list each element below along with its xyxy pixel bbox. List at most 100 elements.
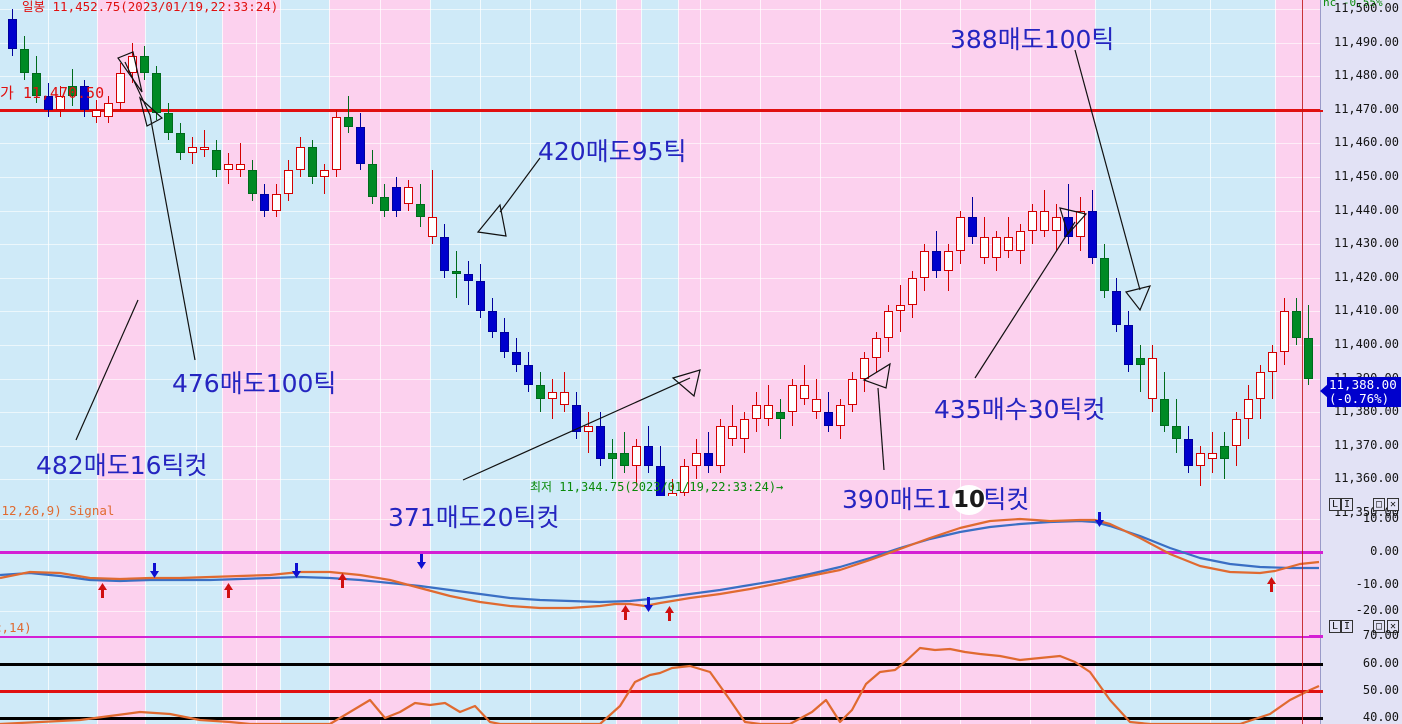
session-band — [678, 496, 1095, 636]
candle-body — [884, 311, 893, 339]
gridline-vertical — [760, 0, 761, 496]
rsi-pane-close-icon[interactable]: ✕ — [1386, 620, 1399, 633]
rsi-pane-left-buttons[interactable]: L I — [1329, 620, 1354, 633]
macd-panel[interactable] — [0, 496, 1320, 636]
gridline-vertical — [222, 496, 223, 636]
change-pct-cut: nc -0.55% — [1323, 0, 1383, 9]
rsi-pane-right-buttons[interactable]: □ ✕ — [1372, 620, 1399, 633]
candle-body — [656, 465, 665, 496]
candle-body — [1280, 311, 1289, 352]
candle-body — [440, 237, 449, 272]
candle-body — [1028, 210, 1037, 231]
gridline-vertical — [222, 0, 223, 496]
rsi-pane-I-button[interactable]: I — [1341, 620, 1354, 633]
price-axis-tick — [1309, 244, 1323, 246]
gridline-vertical — [430, 496, 431, 636]
macd-pane-L-button[interactable]: L — [1329, 498, 1342, 511]
candle-wick — [552, 378, 553, 419]
gridline-horizontal — [0, 519, 1320, 520]
candle-body — [668, 492, 677, 496]
candle-body — [392, 187, 401, 211]
session-band — [641, 0, 678, 496]
session-band — [280, 0, 329, 496]
candle-body — [1112, 291, 1121, 325]
rsi-axis-tick — [1309, 717, 1323, 720]
macd-pane-left-buttons[interactable]: L I — [1329, 498, 1354, 511]
gridline-horizontal — [0, 143, 1320, 145]
gridline-vertical — [1210, 496, 1211, 636]
price-axis-label: 11,420.00 — [1333, 269, 1399, 284]
candle-body — [260, 193, 269, 211]
price-axis[interactable]: nc -0.55% 11,500.00 11,490.00 11,480.00 11,… — [1309, 0, 1402, 724]
rsi-panel[interactable] — [0, 636, 1320, 724]
gridline-vertical — [1210, 636, 1211, 724]
gridline-vertical — [380, 636, 381, 724]
macd-sell-arrow-down-icon — [1095, 512, 1104, 527]
gridline-vertical — [145, 496, 146, 636]
gridline-vertical — [900, 0, 901, 496]
rsi-pane-L-button[interactable]: L — [1329, 620, 1342, 633]
gridline-vertical — [196, 496, 197, 636]
candle-body — [92, 109, 101, 117]
macd-pane-close-icon[interactable]: ✕ — [1386, 498, 1399, 511]
gridline-vertical — [700, 0, 701, 496]
gridline-vertical — [1030, 496, 1031, 636]
candle-body — [296, 146, 305, 171]
price-axis-label: 11,480.00 — [1333, 68, 1399, 83]
candle-body — [968, 217, 977, 238]
macd-buy-arrow-up-icon — [98, 583, 107, 598]
gridline-vertical — [48, 0, 49, 496]
price-axis-tick — [1309, 177, 1323, 179]
gridline-vertical — [820, 0, 821, 496]
rsi-axis-label: 50.00 — [1362, 683, 1399, 697]
candle-body — [56, 96, 65, 110]
gridline-vertical — [1275, 496, 1276, 636]
rsi-axis-label: 70.00 — [1362, 628, 1399, 642]
candle-body — [1220, 445, 1229, 460]
macd-pane-right-buttons[interactable]: □ ✕ — [1372, 498, 1399, 511]
price-axis-tick — [1309, 76, 1323, 78]
rsi-level-line — [0, 717, 1320, 720]
macd-sell-arrow-down-icon — [292, 563, 301, 578]
candle-body — [512, 351, 521, 366]
gridline-vertical — [145, 636, 146, 724]
macd-pane-I-button[interactable]: I — [1341, 498, 1354, 511]
price-axis-tick — [1309, 43, 1323, 45]
candle-body — [476, 281, 485, 312]
macd-pane-maximize-icon[interactable]: □ — [1372, 498, 1385, 511]
macd-sell-arrow-down-icon — [150, 563, 159, 578]
candle-body — [356, 126, 365, 164]
price-axis-label: 11,500.00 — [1333, 1, 1399, 15]
candle-body — [536, 385, 545, 399]
gridline-vertical — [196, 0, 197, 496]
price-axis-label: 11,400.00 — [1333, 337, 1399, 351]
candle-body — [752, 405, 761, 419]
candle-body — [452, 271, 461, 275]
candle-body — [1100, 257, 1109, 292]
candle-body — [128, 56, 137, 73]
candle-body — [1064, 217, 1073, 238]
session-band — [1275, 496, 1320, 636]
candle-body — [1136, 358, 1145, 366]
candle-body — [836, 405, 845, 426]
macd-axis-label: 10.00 — [1362, 511, 1399, 525]
candle-body — [80, 86, 89, 110]
price-chart-panel[interactable] — [0, 0, 1320, 496]
candle-body — [548, 392, 557, 399]
gridline-vertical — [678, 496, 679, 636]
gridline-vertical — [580, 0, 581, 496]
candle-body — [176, 133, 185, 154]
gridline-vertical — [678, 636, 679, 724]
macd-axis-label: -20.00 — [1355, 603, 1399, 617]
gridline-horizontal — [0, 42, 1320, 44]
candle-body — [1184, 439, 1193, 466]
rsi-pane-maximize-icon[interactable]: □ — [1372, 620, 1385, 633]
candle-body — [380, 197, 389, 211]
gridline-vertical — [480, 636, 481, 724]
price-axis-tick — [1309, 412, 1323, 414]
candle-body — [956, 217, 965, 251]
candle-body — [44, 96, 53, 110]
candle-body — [776, 412, 785, 419]
candle-body — [1124, 324, 1133, 366]
candle-body — [584, 425, 593, 433]
